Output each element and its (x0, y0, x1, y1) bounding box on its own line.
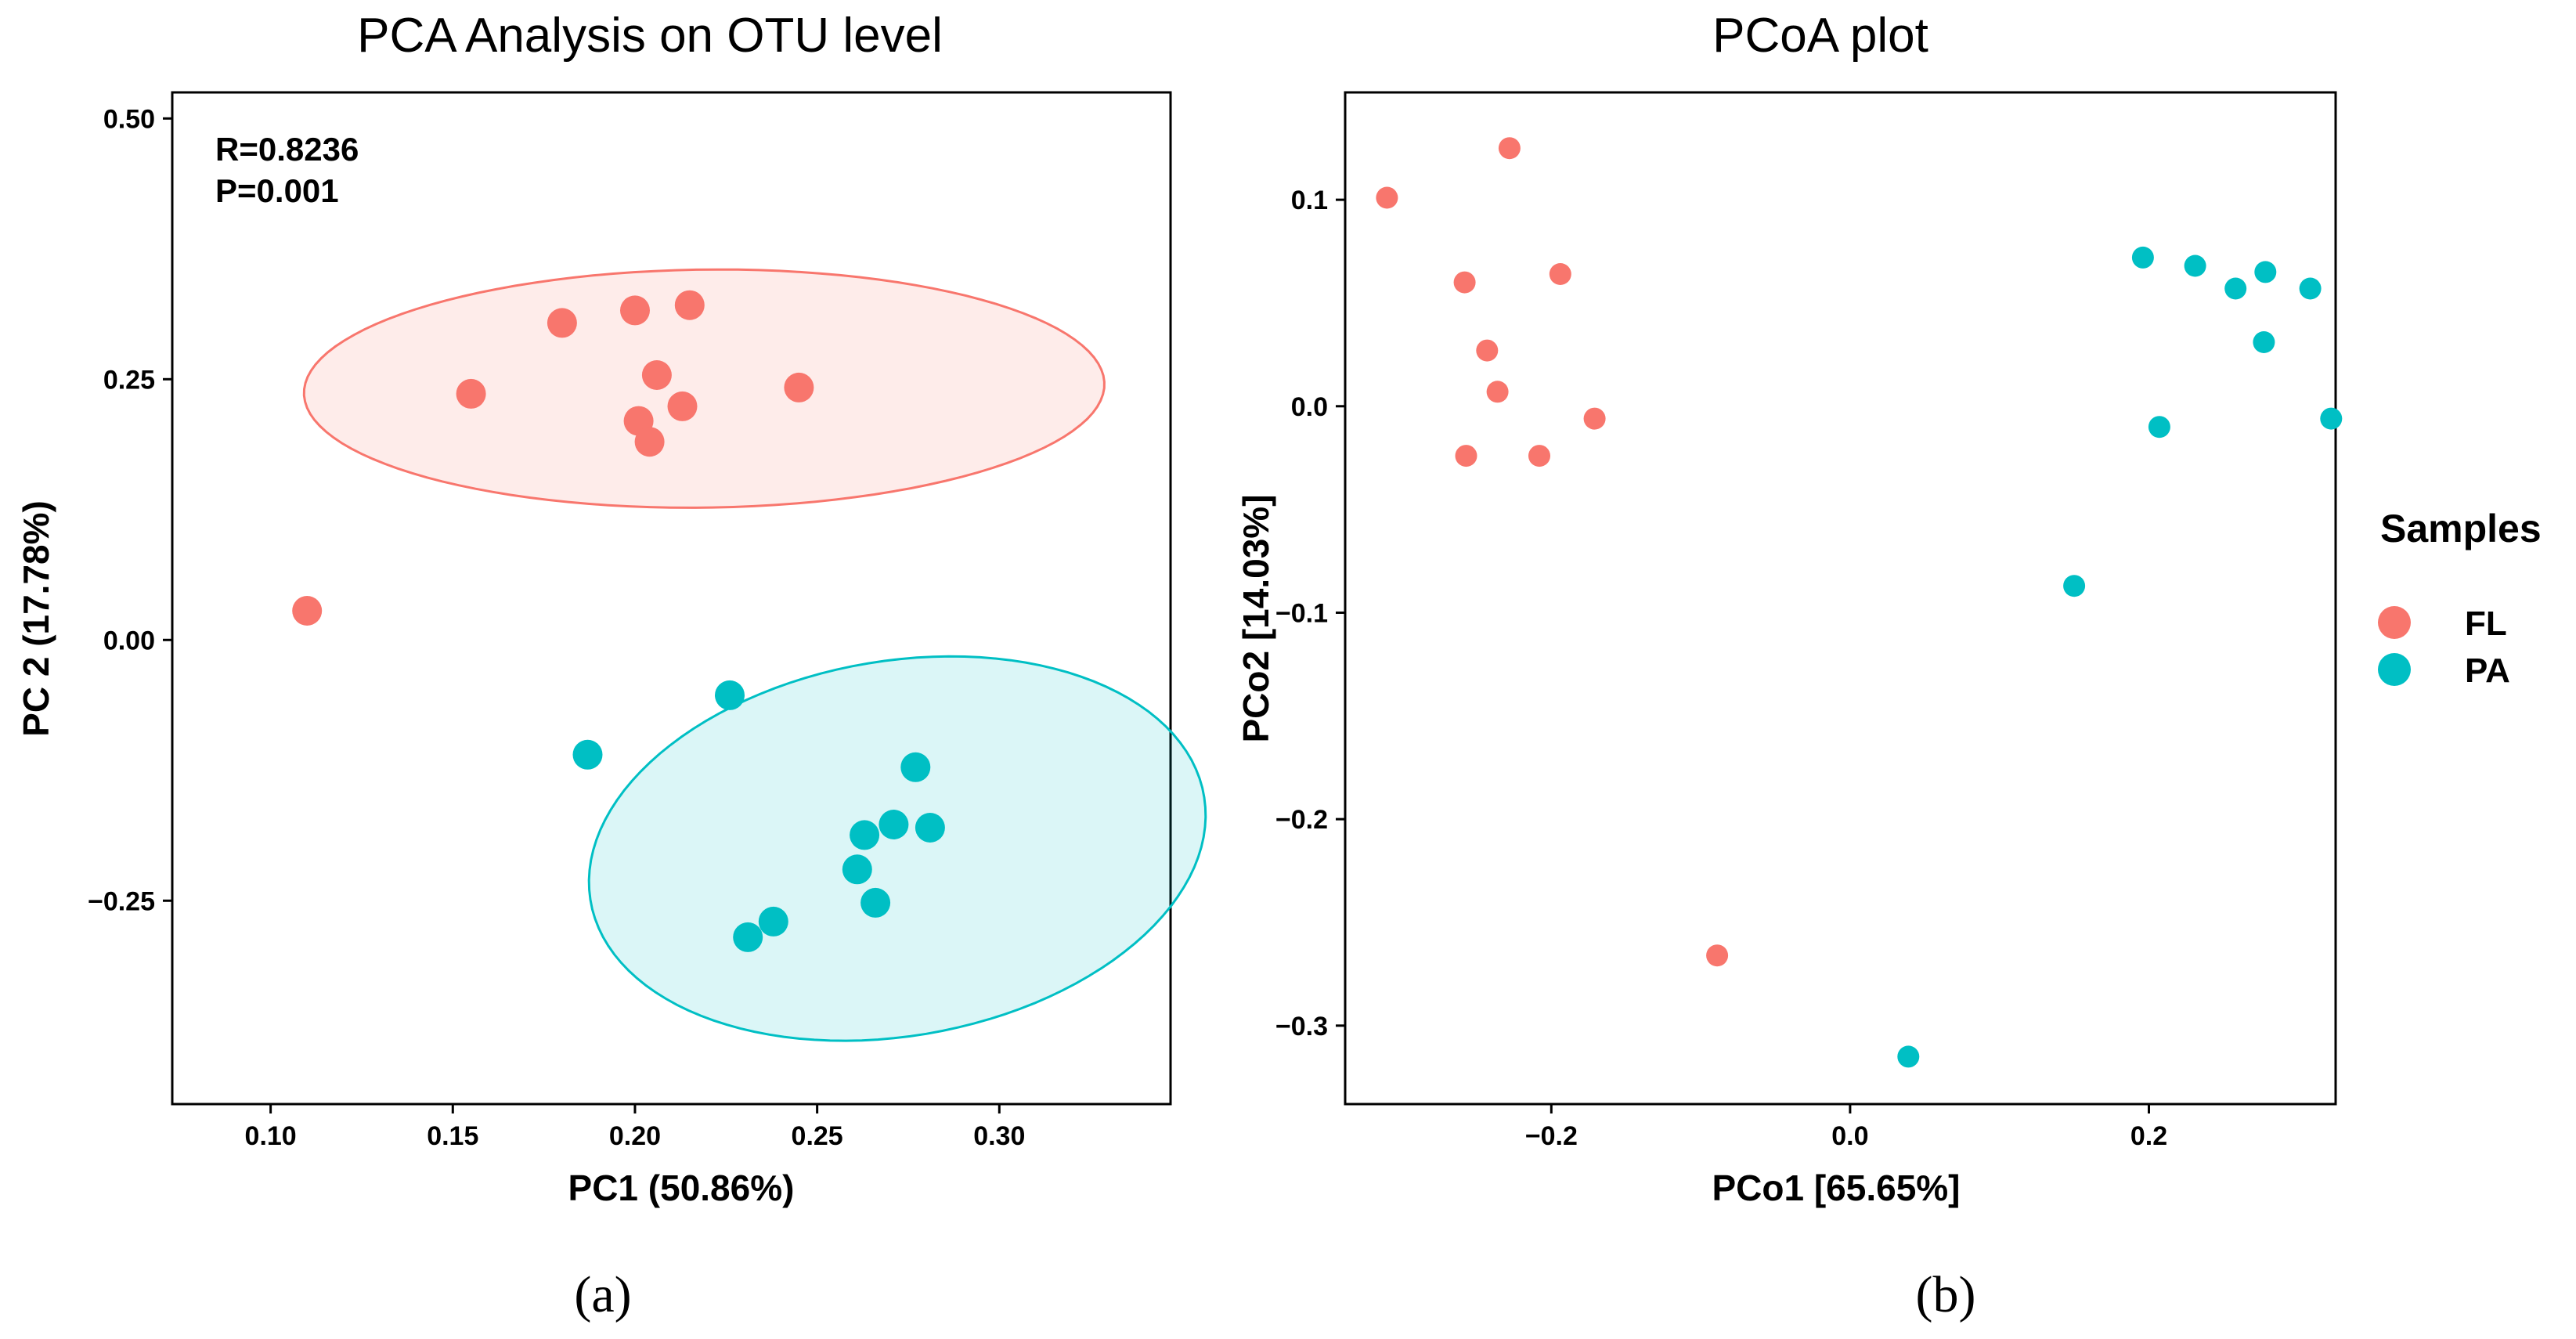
a-point-fl-3 (547, 308, 577, 338)
pca-x-ticks: 0.10 0.15 0.20 0.25 0.30 (245, 1104, 1025, 1151)
b-point-pa-9 (2063, 575, 2086, 597)
b-point-fl-7 (1583, 407, 1606, 430)
y-tick-label: −0.3 (1275, 1012, 1328, 1041)
b-point-fl-1 (1376, 186, 1398, 209)
a-point-fl-5 (674, 290, 705, 320)
b-point-fl-2 (1498, 137, 1521, 160)
legend: Samples FL PA (2378, 507, 2542, 690)
b-point-fl-8 (1455, 445, 1477, 467)
b-point-pa-6 (2253, 331, 2275, 353)
pca-plot-frame (171, 91, 1172, 1106)
a-point-fl-2 (456, 378, 486, 409)
b-point-pa-1 (2131, 246, 2154, 269)
pca-p-annotation: P=0.001 (215, 172, 339, 209)
y-tick-label: −0.25 (88, 886, 155, 916)
b-point-fl-6 (1486, 381, 1509, 403)
a-point-fl-10 (784, 372, 814, 402)
a-point-pa-6 (915, 813, 945, 843)
legend-title: Samples (2380, 507, 2542, 550)
b-point-pa-7 (2320, 407, 2343, 430)
pca-title: PCA Analysis on OTU level (357, 9, 943, 63)
panel-label-b: (b) (1916, 1266, 1976, 1323)
y-tick-label: −0.2 (1275, 805, 1328, 835)
a-point-pa-3 (900, 752, 931, 782)
b-point-pa-10 (1897, 1045, 1920, 1068)
b-point-fl-5 (1476, 339, 1499, 362)
confidence-ellipse-fl (302, 268, 1106, 509)
a-point-pa-1 (572, 739, 603, 770)
x-tick-label: 0.0 (1831, 1121, 1868, 1151)
pca-points (292, 290, 945, 952)
a-point-pa-7 (842, 854, 872, 885)
pcoa-plot-frame (1344, 91, 2337, 1106)
x-tick-label: −0.2 (1525, 1121, 1578, 1151)
panel-label-a: (a) (574, 1266, 631, 1323)
pcoa-y-ticks: −0.3 −0.2 −0.1 0.0 0.1 (1275, 186, 1345, 1041)
legend-swatch-pa (2378, 653, 2411, 686)
pca-y-ticks: −0.25 0.00 0.25 0.50 (88, 104, 172, 916)
pcoa-title: PCoA plot (1712, 9, 1928, 63)
pca-r-annotation: R=0.8236 (215, 131, 359, 168)
pcoa-x-ticks: −0.2 0.0 0.2 (1525, 1104, 2167, 1151)
b-point-fl-3 (1453, 271, 1476, 294)
a-point-fl-1 (292, 596, 323, 626)
pca-x-axis-label: PC1 (50.86%) (568, 1168, 795, 1208)
b-point-fl-10 (1706, 944, 1729, 967)
pca-chart: PCA Analysis on OTU level 0.10 0.15 0.20 0.… (16, 9, 1207, 1323)
y-tick-label: 0.50 (103, 104, 155, 134)
a-point-fl-8 (667, 391, 698, 421)
x-tick-label: 0.10 (245, 1121, 297, 1151)
y-tick-label: 0.25 (103, 365, 155, 395)
y-tick-label: 0.00 (103, 626, 155, 655)
pcoa-y-axis-label: PCo2 [14.03%] (1236, 494, 1276, 742)
a-point-fl-6 (641, 360, 672, 390)
y-tick-label: 0.0 (1291, 392, 1328, 422)
a-point-pa-5 (850, 820, 880, 850)
b-point-pa-2 (2184, 254, 2206, 277)
y-tick-label: −0.1 (1275, 598, 1328, 628)
x-tick-label: 0.30 (973, 1121, 1025, 1151)
a-point-fl-9 (634, 427, 665, 457)
x-tick-label: 0.15 (427, 1121, 478, 1151)
pcoa-x-axis-label: PCo1 [65.65%] (1712, 1168, 1960, 1208)
b-point-pa-8 (2148, 416, 2170, 439)
legend-label-pa: PA (2465, 651, 2510, 690)
a-point-pa-4 (879, 810, 909, 839)
x-tick-label: 0.25 (792, 1121, 843, 1151)
confidence-ellipse-pa (587, 655, 1207, 1042)
y-tick-label: 0.1 (1291, 186, 1328, 215)
legend-swatch-fl (2378, 606, 2411, 639)
b-point-fl-9 (1528, 445, 1550, 467)
a-point-pa-8 (860, 887, 891, 918)
pca-y-axis-label: PC 2 (17.78%) (16, 500, 56, 737)
b-point-pa-3 (2254, 261, 2277, 283)
pcoa-points (1376, 137, 2343, 1068)
a-point-fl-4 (620, 295, 650, 326)
x-tick-label: 0.20 (609, 1121, 661, 1151)
a-point-pa-2 (715, 680, 745, 710)
a-point-pa-9 (758, 906, 788, 937)
a-point-pa-10 (733, 922, 763, 952)
b-point-pa-5 (2299, 277, 2322, 300)
b-point-pa-4 (2224, 277, 2247, 300)
legend-label-fl: FL (2465, 605, 2507, 643)
pcoa-chart: PCoA plot −0.2 0.0 0.2 −0.3−0.2−0.10.00.1 … (1236, 9, 2343, 1323)
x-tick-label: 0.2 (2130, 1121, 2167, 1151)
b-point-fl-4 (1549, 263, 1571, 285)
